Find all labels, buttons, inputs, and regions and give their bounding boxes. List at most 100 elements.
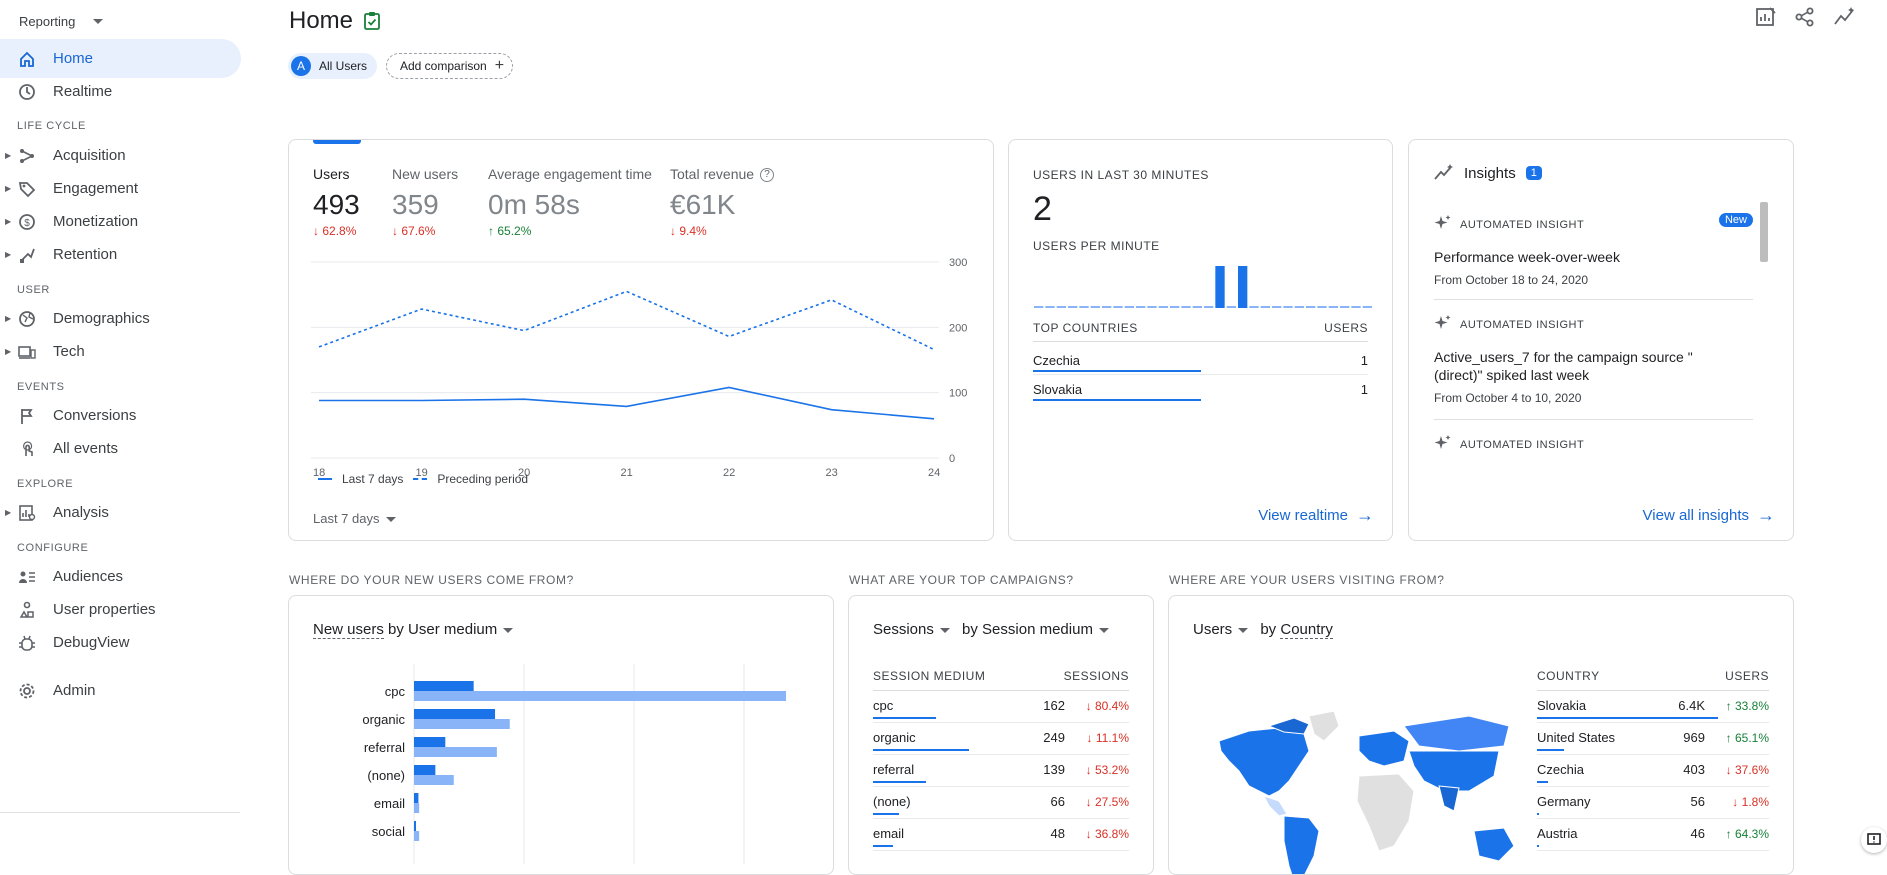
bar-label: organic [362, 712, 405, 727]
country-delta: ↑ 64.3% [1726, 827, 1769, 841]
chart-legend: Last 7 days Preceding period [318, 472, 528, 486]
countries-selector[interactable]: Users by Country [1193, 621, 1333, 638]
expand-arrow-icon[interactable]: ▶ [5, 347, 11, 356]
expand-arrow-icon[interactable]: ▶ [5, 250, 11, 259]
country-delta-value: 33.8% [1735, 699, 1769, 713]
insights-scrollbar[interactable] [1760, 202, 1768, 262]
minute-bar [1125, 306, 1134, 308]
insight-kind: AUTOMATED INSIGHT [1434, 434, 1584, 455]
metric-delta-value: 62.8% [322, 224, 356, 238]
country-users: 1 [1361, 353, 1368, 368]
insights-icon[interactable] [1833, 6, 1857, 28]
y-tick-label: 200 [949, 322, 967, 334]
clock-icon [18, 83, 36, 101]
customize-report-icon[interactable] [1755, 6, 1777, 28]
view-all-insights-link[interactable]: View all insights → [1643, 505, 1775, 526]
world-map [1209, 706, 1529, 875]
country-users: 1 [1361, 382, 1368, 397]
arrow-down-icon: ↓ [392, 224, 401, 238]
property-selector[interactable]: Reporting [19, 14, 103, 29]
realtime-title: USERS IN LAST 30 MINUTES [1033, 168, 1209, 182]
sidebar-item-realtime[interactable]: Realtime [0, 72, 241, 111]
add-comparison-button[interactable]: Add comparison + [386, 53, 513, 79]
arrow-right-icon: → [1356, 505, 1374, 526]
metric-delta-value: 67.6% [401, 224, 435, 238]
session-medium-header: SESSION MEDIUM [873, 669, 985, 683]
chevron-down-icon [940, 628, 950, 633]
minute-bar [1204, 306, 1213, 308]
all-users-chip[interactable]: A All Users [288, 53, 377, 79]
sidebar-item-all-events[interactable]: All events [0, 429, 241, 468]
sidebar-item-retention[interactable]: ▶ Retention [0, 235, 241, 274]
view-realtime-link[interactable]: View realtime → [1258, 505, 1374, 526]
sidebar-item-admin[interactable]: Admin [0, 671, 241, 710]
bar-current [414, 765, 435, 775]
sidebar-item-label: Monetization [53, 213, 138, 230]
date-range-label: Last 7 days [313, 511, 380, 526]
campaign-sessions: 48 [1051, 826, 1065, 841]
insight-title: Active_users_7 for the campaign source "… [1434, 348, 1734, 384]
sidebar-item-analysis[interactable]: ▶Analysis [0, 493, 241, 532]
expand-arrow-icon[interactable]: ▶ [5, 151, 11, 160]
arrow-up-icon: ↑ [1726, 827, 1735, 841]
map-south-america [1284, 816, 1319, 875]
campaign-row[interactable]: (none)66↓ 27.5% [849, 787, 1153, 819]
insight-title: Performance week-over-week [1434, 248, 1734, 266]
help-icon[interactable]: ? [760, 168, 774, 182]
share-icon[interactable] [1794, 6, 1816, 28]
campaign-delta: ↓ 53.2% [1086, 763, 1129, 777]
arrow-down-icon: ↓ [670, 224, 679, 238]
insights-header: Insights 1 [1434, 164, 1542, 182]
minute-bar [1079, 306, 1088, 308]
sidebar-item-label: Conversions [53, 407, 136, 424]
insight-item[interactable]: AUTOMATED INSIGHT [1434, 420, 1753, 460]
sidebar-item-label: User properties [53, 601, 156, 618]
metric-label: New users [392, 166, 458, 182]
feedback-button[interactable] [1861, 827, 1887, 853]
map-africa [1357, 774, 1414, 851]
new-users-selector[interactable]: New users by User medium [313, 621, 513, 638]
campaign-delta-value: 27.5% [1095, 795, 1129, 809]
chevron-down-icon [503, 628, 513, 633]
sidebar-item-debugview[interactable]: DebugView [0, 623, 241, 662]
insights-badge: 1 [1526, 166, 1542, 180]
arrow-right-icon: → [1757, 505, 1775, 526]
minute-bar [1102, 306, 1111, 308]
sidebar-item-label: Retention [53, 246, 117, 263]
minute-bar [1306, 306, 1315, 308]
arrow-down-icon: ↓ [1726, 763, 1735, 777]
expand-arrow-icon[interactable]: ▶ [5, 314, 11, 323]
realtime-value: 2 [1033, 190, 1052, 229]
expand-arrow-icon[interactable]: ▶ [5, 217, 11, 226]
sidebar-item-tech[interactable]: ▶Tech [0, 332, 241, 371]
expand-arrow-icon[interactable]: ▶ [5, 184, 11, 193]
date-range-selector[interactable]: Last 7 days [313, 511, 396, 526]
bar-label: (none) [367, 768, 405, 783]
arrow-down-icon: ↓ [1086, 827, 1095, 841]
campaign-sessions: 249 [1043, 730, 1065, 745]
metric-delta-value: 65.2% [497, 224, 531, 238]
metric-delta: ↑ 65.2% [488, 224, 652, 238]
metric-total-revenue[interactable]: Total revenue?€61K↓ 9.4% [670, 166, 774, 238]
campaigns-selector[interactable]: Sessions by Session medium [873, 621, 1109, 638]
campaign-delta: ↓ 27.5% [1086, 795, 1129, 809]
expand-arrow-icon[interactable]: ▶ [5, 508, 11, 517]
users-header: USERS [1324, 321, 1368, 335]
